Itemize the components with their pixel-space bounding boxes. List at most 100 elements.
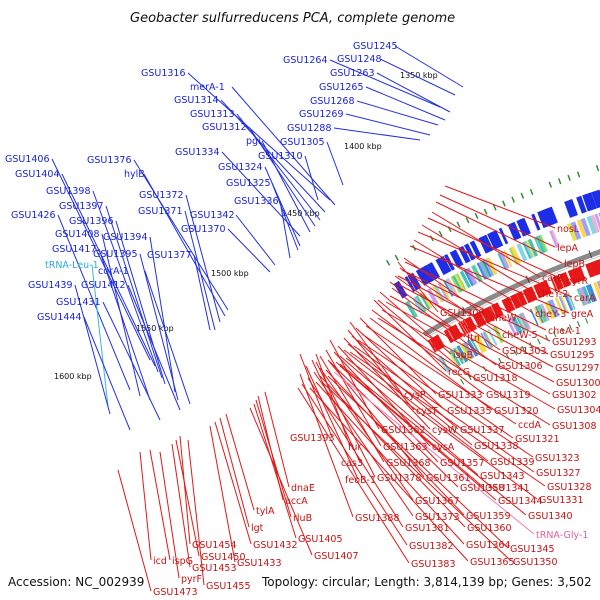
gene-label[interactable]: GSU1314: [174, 95, 219, 106]
gene-label[interactable]: GSU1473: [153, 587, 198, 598]
gene-label[interactable]: GSU1394: [103, 232, 148, 243]
gene-label[interactable]: GSU1398: [46, 186, 91, 197]
gene-label[interactable]: cysT: [416, 406, 438, 417]
gene-label[interactable]: GSU1426: [11, 210, 56, 221]
gene-label[interactable]: recG: [448, 367, 470, 378]
gene-label-trna[interactable]: tRNA-Leu-1: [45, 260, 99, 271]
gene-label[interactable]: GSU1378: [377, 473, 422, 484]
gene-label[interactable]: GSU1454: [192, 540, 237, 551]
gene-label[interactable]: pyrF: [181, 574, 202, 585]
gene-label[interactable]: GSU1357: [440, 458, 485, 469]
gene-label[interactable]: GSU1334: [175, 147, 220, 158]
gene-label[interactable]: GSU1417: [52, 244, 97, 255]
gene-label[interactable]: cheW: [490, 313, 517, 324]
gene-label[interactable]: carA: [574, 293, 596, 304]
gene-label[interactable]: GSU1359: [466, 511, 511, 522]
gene-label[interactable]: ccdA: [518, 420, 541, 431]
gene-label[interactable]: nosL: [557, 224, 580, 235]
gene-label[interactable]: GSU1295: [550, 350, 595, 361]
gene-label[interactable]: GSU1397: [59, 201, 104, 212]
gene-label[interactable]: lepA: [557, 243, 579, 254]
gene-label[interactable]: GSU1381: [405, 523, 450, 534]
gene-label[interactable]: GSU1367: [415, 496, 460, 507]
gene-label[interactable]: GSU1300: [556, 378, 600, 389]
gene-label[interactable]: GSU1331: [539, 495, 584, 506]
gene-label[interactable]: accA: [285, 496, 308, 507]
gene-label[interactable]: GSU1335: [447, 406, 492, 417]
gene-label[interactable]: pgi: [246, 136, 261, 147]
gene-label[interactable]: GSU1371: [138, 206, 183, 217]
gene-label[interactable]: cheA-1: [548, 326, 581, 337]
gene-label[interactable]: fur: [348, 442, 361, 453]
gene-label[interactable]: corA-1: [98, 266, 129, 277]
gene-label[interactable]: GSU1433: [237, 558, 282, 569]
gene-label[interactable]: GSU1297: [555, 363, 600, 374]
gene-label[interactable]: dnaE: [291, 483, 315, 494]
gene-label[interactable]: GSU1450: [201, 552, 246, 563]
gene-label[interactable]: GSU1318: [473, 373, 518, 384]
gene-label[interactable]: GSU1341: [485, 483, 530, 494]
gene-label[interactable]: GSU1293: [552, 337, 597, 348]
gene-label[interactable]: GSU1368: [386, 458, 431, 469]
gene-label[interactable]: GSU1350: [513, 557, 558, 568]
gene-label[interactable]: GSU1313: [190, 109, 235, 120]
gene-label[interactable]: GSU1388: [355, 513, 400, 524]
gene-label[interactable]: GSU1455: [206, 581, 251, 592]
gene-label[interactable]: GSU1342: [190, 210, 235, 221]
gene-label[interactable]: GSU1343: [480, 471, 525, 482]
gene-label[interactable]: GSU1308: [552, 421, 597, 432]
gene-label[interactable]: GSU1328: [547, 482, 592, 493]
gene-label[interactable]: GSU1360: [467, 523, 512, 534]
gene-label[interactable]: GSU1316: [141, 68, 186, 79]
gene-label[interactable]: carB: [542, 273, 563, 284]
gene-label[interactable]: GSU1312: [202, 122, 247, 133]
gene-label-trna[interactable]: tRNA-Gly-1: [536, 530, 588, 541]
gene-label[interactable]: GSU1319: [486, 390, 531, 401]
gene-label[interactable]: GSU1336: [234, 196, 279, 207]
gene-label[interactable]: cheY-2: [537, 289, 568, 300]
gene-label[interactable]: GSU1327: [536, 468, 581, 479]
gene-label[interactable]: GSU1396: [69, 216, 114, 227]
gene-label[interactable]: icd: [153, 556, 167, 567]
gene-label[interactable]: GSU1268: [310, 96, 355, 107]
gene-label[interactable]: GSU1372: [139, 190, 184, 201]
gene-label[interactable]: GSU1412: [81, 280, 126, 291]
gene-label[interactable]: GSU1309: [440, 308, 485, 319]
gene-label[interactable]: GSU1362: [381, 425, 426, 436]
gene-label[interactable]: GSU1333: [438, 390, 483, 401]
gene-label[interactable]: rluB: [293, 513, 312, 524]
gene-label[interactable]: GSU1364: [466, 540, 511, 551]
gene-label[interactable]: GSU1393: [290, 433, 335, 444]
gene-label[interactable]: GSU1358: [460, 483, 505, 494]
gene-label[interactable]: ispG: [172, 556, 193, 567]
gene-label[interactable]: GSU1245: [353, 41, 398, 52]
gene-label[interactable]: lepB: [564, 259, 585, 270]
gene-label[interactable]: GSU1383: [411, 559, 456, 570]
gene-label[interactable]: GSU1382: [409, 541, 454, 552]
gene-label[interactable]: cas3: [341, 458, 363, 469]
gene-label[interactable]: cysW: [432, 425, 458, 436]
gene-label[interactable]: GSU1361: [426, 473, 471, 484]
gene-label[interactable]: GSU1302: [552, 390, 597, 401]
gene-label[interactable]: GSU1337: [460, 425, 505, 436]
gene-label[interactable]: GSU1306: [498, 361, 543, 372]
gene-label[interactable]: GSU1376: [87, 155, 132, 166]
gene-label[interactable]: GSU1263: [330, 68, 375, 79]
gene-label[interactable]: GSU1444: [37, 312, 82, 323]
gene-label[interactable]: GSU1377: [147, 250, 192, 261]
gene-label[interactable]: hylB: [124, 169, 145, 180]
gene-label[interactable]: GSU1407: [314, 551, 359, 562]
gene-label[interactable]: merA-1: [190, 82, 225, 93]
gene-label[interactable]: GSU1404: [15, 169, 60, 180]
gene-label[interactable]: ispB: [453, 350, 473, 361]
gene-label[interactable]: GSU1324: [218, 162, 263, 173]
gene-label[interactable]: GSU1344: [498, 496, 543, 507]
gene-label[interactable]: cheW-5: [502, 330, 538, 341]
gene-label[interactable]: GSU1345: [510, 544, 555, 555]
gene-label[interactable]: GSU1310: [258, 151, 303, 162]
gene-label[interactable]: feoB-1: [345, 475, 376, 486]
gene-label[interactable]: GSU1338: [474, 441, 519, 452]
gene-label[interactable]: GSU1325: [226, 178, 271, 189]
gene-label[interactable]: lgt: [251, 523, 264, 534]
gene-label[interactable]: GSU1303: [502, 346, 547, 357]
